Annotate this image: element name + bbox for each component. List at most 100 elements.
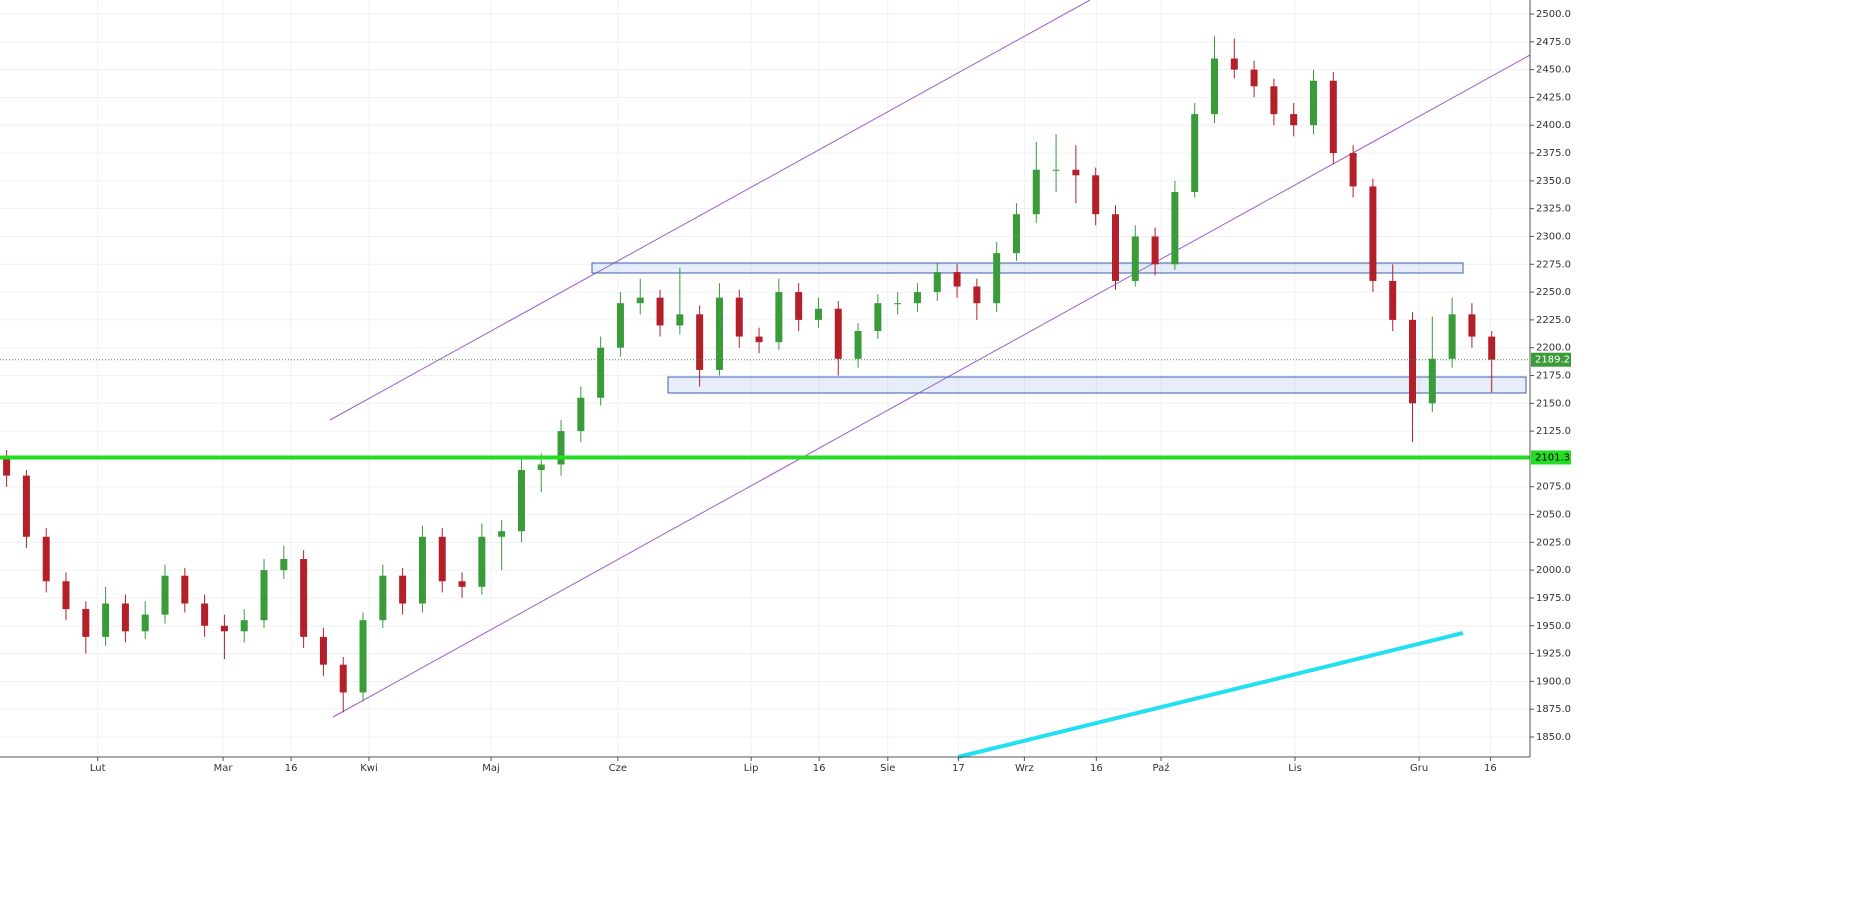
candle-body — [22, 475, 30, 537]
y-tick-label: 1900.0 — [1536, 676, 1571, 687]
y-tick-label: 2225.0 — [1536, 315, 1571, 326]
level-label: 2189.2 — [1535, 355, 1570, 366]
y-tick-label: 2050.0 — [1536, 510, 1571, 521]
channel-line — [329, 0, 1091, 421]
y-tick-label: 2375.0 — [1536, 148, 1571, 159]
x-tick-label: Paź — [1153, 762, 1170, 774]
candle-body — [1092, 175, 1100, 215]
zone — [591, 262, 1464, 274]
candle-body — [102, 603, 110, 637]
x-tick-label: Maj — [482, 763, 500, 774]
candle-body — [1488, 336, 1496, 360]
candle-body — [834, 308, 842, 359]
candle-body — [1151, 236, 1159, 265]
level-label: 2101.3 — [1535, 452, 1570, 463]
candle-body — [1072, 169, 1080, 176]
candle-body — [953, 272, 961, 287]
candle-body — [478, 536, 486, 587]
y-tick-label: 2300.0 — [1536, 231, 1571, 242]
y-tick-label: 2025.0 — [1536, 537, 1571, 548]
x-tick-label: Sie — [880, 763, 895, 774]
y-tick-label: 2475.0 — [1536, 37, 1571, 48]
y-tick-label: 1950.0 — [1536, 621, 1571, 632]
level-label-bg — [1531, 450, 1571, 465]
candle-body — [1032, 169, 1040, 215]
candle-body — [1329, 80, 1337, 154]
x-tick-label: Kwi — [360, 763, 378, 774]
candle-body — [1210, 58, 1218, 115]
candle-body — [1369, 186, 1377, 281]
candle-body — [339, 664, 347, 693]
x-tick-label: Wrz — [1015, 763, 1034, 774]
y-tick-label: 2075.0 — [1536, 482, 1571, 493]
x-tick-label: Gru — [1410, 763, 1428, 774]
candle-body — [161, 575, 169, 615]
candle-body — [814, 308, 822, 320]
candle-body — [854, 331, 862, 359]
x-tick-label: Mar — [214, 763, 234, 774]
x-tick-label: Lis — [1288, 763, 1302, 774]
y-tick-label: 1875.0 — [1536, 704, 1571, 715]
candle-body — [121, 603, 129, 632]
candle-body — [933, 272, 941, 293]
candle-body — [735, 297, 743, 337]
candle-body — [280, 559, 288, 571]
y-tick-label: 2175.0 — [1536, 370, 1571, 381]
candle-body — [62, 581, 70, 610]
candle-body — [676, 314, 684, 326]
y-tick-label: 2325.0 — [1536, 204, 1571, 215]
candle-body — [201, 603, 209, 626]
x-tick-label: Lip — [744, 763, 759, 774]
y-tick-label: 1975.0 — [1536, 593, 1571, 604]
candle-body — [597, 347, 605, 398]
candle-body — [1290, 114, 1298, 126]
candle-body — [498, 531, 506, 537]
candle-body — [874, 303, 882, 332]
candle-body — [1012, 214, 1020, 254]
candle-body — [973, 286, 981, 304]
candle-body — [260, 570, 268, 621]
candle-body — [1349, 153, 1357, 187]
candles — [0, 36, 1530, 713]
candle-body — [1111, 214, 1119, 281]
candle-body — [438, 536, 446, 582]
candle-body — [1052, 169, 1060, 171]
candle-body — [300, 559, 308, 637]
candle-body — [141, 614, 149, 632]
candle-body — [1191, 114, 1199, 192]
y-tick-label: 2425.0 — [1536, 92, 1571, 103]
candle-body — [1409, 319, 1417, 404]
candle-body — [577, 397, 585, 432]
candle-body — [1428, 358, 1436, 404]
candle-body — [894, 303, 902, 305]
candle-body — [1131, 236, 1139, 281]
y-tick-label: 2250.0 — [1536, 287, 1571, 298]
y-tick-label: 1850.0 — [1536, 732, 1571, 743]
y-tick-label: 2450.0 — [1536, 65, 1571, 76]
candle-body — [1468, 314, 1476, 337]
candle-body — [1389, 280, 1397, 320]
x-tick-label: 16 — [285, 763, 298, 774]
candle-body — [1310, 80, 1318, 126]
trend-line — [957, 631, 1464, 759]
candle-body — [319, 636, 327, 665]
y-tick-label: 2150.0 — [1536, 398, 1571, 409]
axis-labels: 1850.0 1875.0 1900.0 1925.0 1950.0 1975.0 2000… — [90, 9, 1571, 774]
y-tick-label: 1925.0 — [1536, 649, 1571, 660]
candle-body — [1448, 314, 1456, 359]
y-tick-label: 2125.0 — [1536, 426, 1571, 437]
candle-body — [240, 620, 248, 632]
candle-body — [636, 297, 644, 304]
candle-body — [795, 292, 803, 320]
candle-body — [656, 297, 664, 326]
candle-body — [418, 536, 426, 604]
x-tick-label: 16 — [1484, 763, 1497, 774]
channel-line — [332, 54, 1531, 718]
y-tick-label: 2000.0 — [1536, 565, 1571, 576]
candle-body — [399, 575, 407, 604]
candle-body — [82, 609, 90, 637]
y-tick-label: 2200.0 — [1536, 343, 1571, 354]
x-tick-label: 16 — [813, 763, 826, 774]
candle-body — [517, 470, 525, 532]
